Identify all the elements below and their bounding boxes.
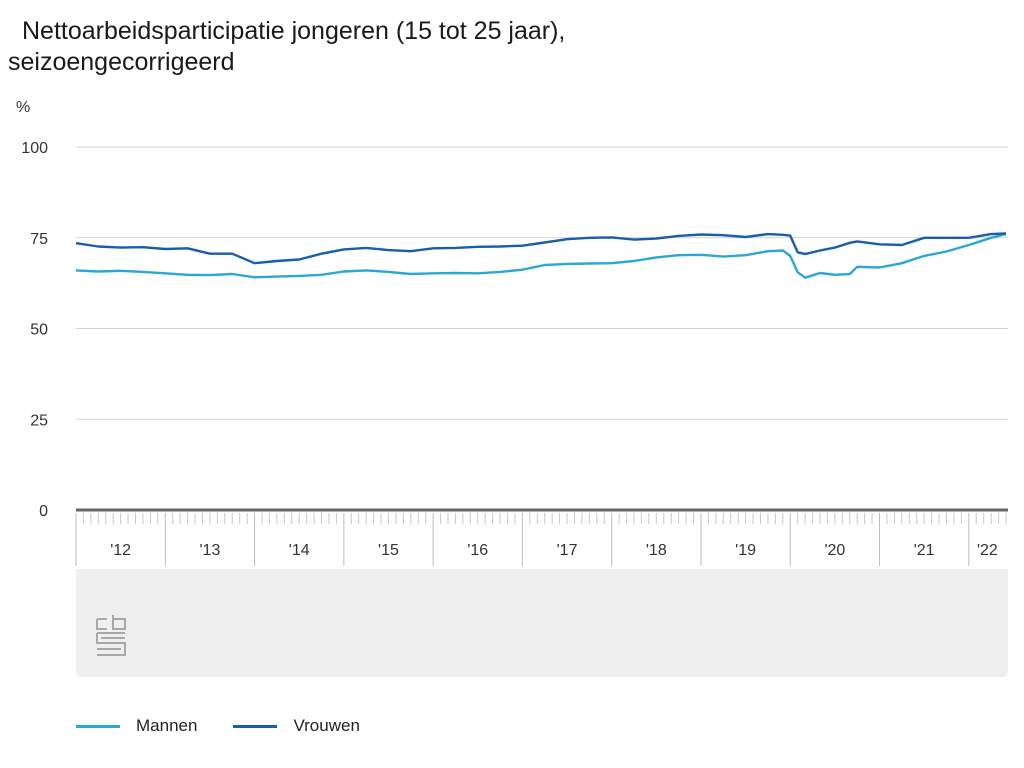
line-chart: 0 25 50 75 100 '12 '13 '14 '15 '16 '17 '18 '19 '20 '2… — [21, 140, 1008, 677]
series-lines — [75, 232, 1007, 279]
x-tick-label-2016: '16 — [467, 542, 488, 559]
x-axis-band-top — [76, 519, 1008, 569]
y-tick-label-100: 100 — [21, 140, 48, 157]
series-line-mannen — [75, 232, 1007, 279]
x-tick-label-2020: '20 — [824, 542, 845, 559]
x-tick-label-2022: '22 — [977, 542, 998, 559]
chart-title: Nettoarbeidsparticipatie jongeren (15 to… — [8, 17, 566, 76]
x-tick-label-2015: '15 — [378, 542, 399, 559]
x-tick-label-2018: '18 — [646, 542, 667, 559]
y-axis-unit-label: % — [16, 99, 31, 116]
cbs-logo-icon — [96, 615, 126, 656]
x-axis-ticks: '12 '13 '14 '15 '16 '17 '18 '19 '20 '21 '22 — [110, 542, 998, 559]
legend-swatch-mannen — [76, 724, 120, 728]
legend-swatch-vrouwen — [233, 724, 278, 728]
gridlines — [76, 146, 1008, 512]
x-axis-minor-ticks — [75, 513, 1007, 566]
series-line-vrouwen — [75, 232, 1007, 265]
y-axis-ticks: 0 25 50 75 100 — [21, 140, 48, 520]
legend-label-mannen: Mannen — [136, 716, 198, 735]
x-tick-label-2019: '19 — [735, 542, 756, 559]
x-tick-label-2021: '21 — [914, 542, 935, 559]
x-tick-label-2014: '14 — [289, 542, 310, 559]
legend-item-mannen: Mannen — [76, 716, 197, 736]
y-tick-label-25: 25 — [30, 412, 48, 429]
y-tick-label-75: 75 — [30, 231, 48, 248]
legend: Mannen Vrouwen — [76, 716, 396, 736]
x-tick-label-2012: '12 — [110, 542, 131, 559]
legend-label-vrouwen: Vrouwen — [293, 716, 360, 735]
x-tick-label-2013: '13 — [199, 542, 220, 559]
legend-item-vrouwen: Vrouwen — [233, 716, 360, 736]
y-tick-label-0: 0 — [39, 503, 48, 520]
y-tick-label-50: 50 — [30, 322, 48, 339]
x-tick-label-2017: '17 — [557, 542, 578, 559]
